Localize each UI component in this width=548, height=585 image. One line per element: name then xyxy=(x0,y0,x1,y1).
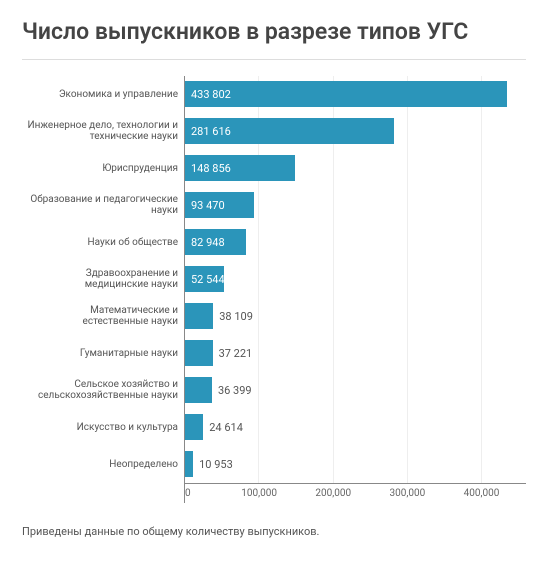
bar-region: 148 856 xyxy=(184,150,526,187)
bar-row: Экономика и управление433 802 xyxy=(22,76,526,113)
bar: 281 616 xyxy=(185,118,394,144)
bar: 148 856 xyxy=(185,155,295,181)
category-label: Гуманитарные науки xyxy=(22,348,184,360)
bar-row: Искусство и культура24 614 xyxy=(22,409,526,446)
x-tick: 100,000 xyxy=(241,488,277,499)
bar-region: 36 399 xyxy=(184,372,526,409)
bar: 38 109 xyxy=(185,303,213,329)
bar-row: Образование и педагогические науки93 470 xyxy=(22,187,526,224)
axis-spacer xyxy=(22,483,184,503)
category-label: Здравоохранение и медицинские науки xyxy=(22,268,184,291)
bar-value: 52 544 xyxy=(185,273,225,286)
bar-value: 38 109 xyxy=(213,310,253,323)
bar: 37 221 xyxy=(185,340,213,366)
bar-region: 82 948 xyxy=(184,224,526,261)
bar-region: 93 470 xyxy=(184,187,526,224)
bar-row: Математические и естественные науки38 10… xyxy=(22,298,526,335)
bar-value: 82 948 xyxy=(185,236,225,249)
bar-value: 93 470 xyxy=(185,199,225,212)
x-tick: 200,000 xyxy=(315,488,351,499)
bar-row: Гуманитарные науки37 221 xyxy=(22,335,526,372)
category-label: Математические и естественные науки xyxy=(22,305,184,328)
bar: 10 953 xyxy=(185,451,193,477)
x-axis: 0 100,000 200,000 300,000 400,000 xyxy=(22,483,526,503)
bar: 82 948 xyxy=(185,229,246,255)
category-label: Экономика и управление xyxy=(22,89,184,101)
bar: 433 802 xyxy=(185,81,507,107)
bar-row: Юриспруденция148 856 xyxy=(22,150,526,187)
bar: 24 614 xyxy=(185,414,203,440)
bar-region: 37 221 xyxy=(184,335,526,372)
category-label: Сельское хозяйство и сельскохозяйственны… xyxy=(22,379,184,402)
title-divider xyxy=(22,59,526,60)
bar-row: Науки об обществе82 948 xyxy=(22,224,526,261)
chart-container: Число выпускников в разрезе типов УГС Эк… xyxy=(0,0,548,585)
bar-value: 281 616 xyxy=(185,125,231,138)
x-tick: 300,000 xyxy=(390,488,426,499)
bar-row: Здравоохранение и медицинские науки52 54… xyxy=(22,261,526,298)
bar: 52 544 xyxy=(185,266,224,292)
chart-area: Экономика и управление433 802 Инженерное … xyxy=(22,76,526,483)
bar-region: 24 614 xyxy=(184,409,526,446)
bar-region: 281 616 xyxy=(184,113,526,150)
category-label: Юриспруденция xyxy=(22,163,184,175)
bar-value: 10 953 xyxy=(193,458,233,471)
bar-region: 433 802 xyxy=(184,76,526,113)
bar-value: 148 856 xyxy=(185,162,231,175)
bar-row: Неопределено10 953 xyxy=(22,446,526,483)
x-axis-ticks: 0 100,000 200,000 300,000 400,000 xyxy=(184,483,526,503)
bar-value: 36 399 xyxy=(212,384,252,397)
bar-value: 37 221 xyxy=(213,347,253,360)
bar-region: 10 953 xyxy=(184,446,526,483)
bar-value: 433 802 xyxy=(185,88,231,101)
x-tick: 0 xyxy=(185,488,191,499)
category-label: Инженерное дело, технологии и технически… xyxy=(22,120,184,143)
bar-row: Сельское хозяйство и сельскохозяйственны… xyxy=(22,372,526,409)
chart-footer: Приведены данные по общему количеству вы… xyxy=(22,525,526,538)
category-label: Неопределено xyxy=(22,459,184,471)
bar-row: Инженерное дело, технологии и технически… xyxy=(22,113,526,150)
category-label: Образование и педагогические науки xyxy=(22,194,184,217)
category-label: Искусство и культура xyxy=(22,422,184,434)
bar: 36 399 xyxy=(185,377,212,403)
bar-region: 52 544 xyxy=(184,261,526,298)
x-tick: 400,000 xyxy=(464,488,500,499)
bar-value: 24 614 xyxy=(203,421,243,434)
chart-title: Число выпускников в разрезе типов УГС xyxy=(22,18,526,47)
bar: 93 470 xyxy=(185,192,254,218)
category-label: Науки об обществе xyxy=(22,237,184,249)
bar-region: 38 109 xyxy=(184,298,526,335)
